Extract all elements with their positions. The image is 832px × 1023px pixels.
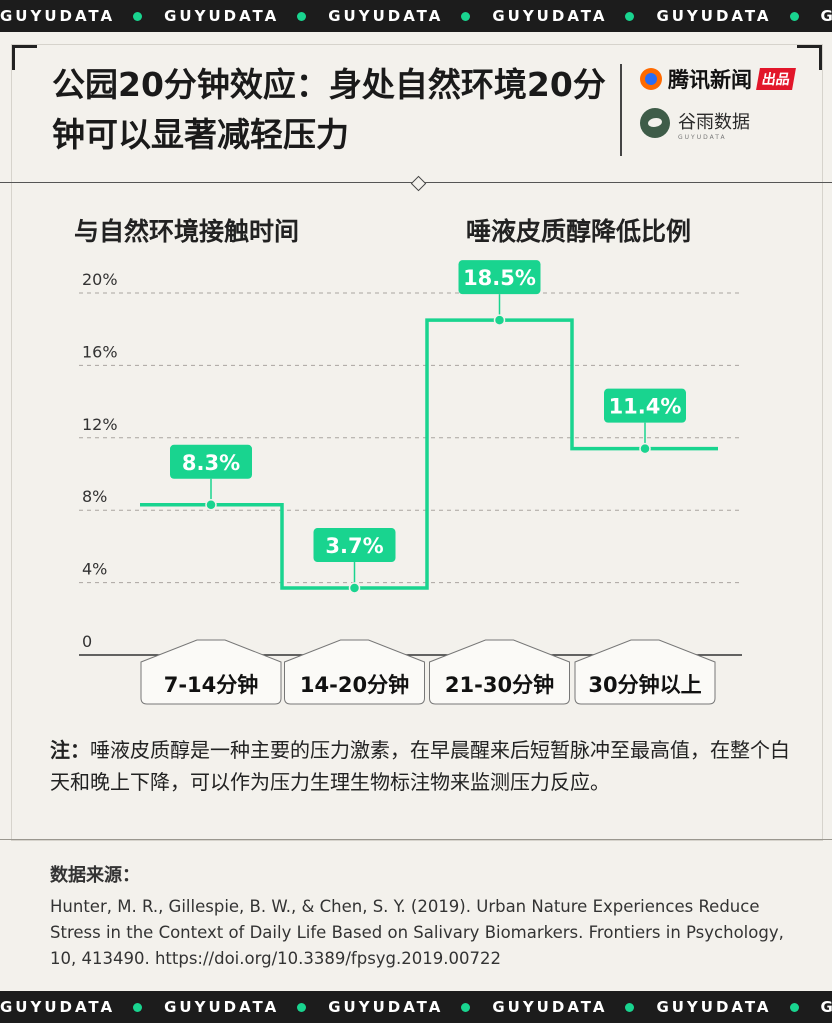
y-tick-label: 20%: [82, 270, 118, 289]
banner-dot-icon: [133, 11, 143, 21]
y-tick-label: 8%: [82, 487, 107, 506]
y-tick-label: 16%: [82, 342, 118, 361]
series-line: [140, 318, 718, 590]
banner-text: GUYUDATA: [164, 7, 280, 25]
source-divider: [0, 839, 832, 840]
step-chart: 0 4% 8% 12% 16% 20% 7-14分钟 14-20分钟 21-30分钟 30分钟以上…: [79, 260, 742, 705]
data-label: 8.3%: [182, 451, 240, 475]
x-tick-label: 21-30分钟: [445, 673, 554, 697]
banner-text: GUYUDATA: [820, 998, 832, 1016]
guyu-data-sublabel: GUYUDATA: [678, 134, 727, 141]
data-label-box: [313, 528, 396, 563]
y-tick-label: 12%: [82, 415, 118, 434]
banner-dot-icon: [789, 11, 799, 21]
source-text: Hunter, M. R., Gillespie, B. W., & Chen,…: [50, 897, 784, 968]
title-frame: [11, 44, 823, 841]
y-tick-label: 0: [82, 632, 92, 651]
y-tick-label: 4%: [82, 560, 107, 579]
data-point: [348, 582, 361, 594]
data-label: 18.5%: [463, 266, 536, 290]
bird-icon: [640, 108, 670, 138]
category-tab: [284, 639, 425, 705]
data-label: 11.4%: [609, 395, 682, 419]
page-title: 公园20分钟效应：身处自然环境20分钟可以显著减轻压力: [52, 65, 606, 154]
banner-text: GUYUDATA: [328, 7, 444, 25]
x-tick-label: 14-20分钟: [300, 673, 409, 697]
x-tick-label: 30分钟以上: [588, 673, 701, 697]
data-label-box: [604, 388, 686, 423]
banner-text: GUYUDATA: [656, 998, 772, 1016]
data-point: [639, 442, 651, 455]
banner-dot-icon: [625, 11, 635, 21]
banner-text: GUYUDATA: [656, 7, 772, 25]
banner-text: GUYUDATA: [492, 998, 608, 1016]
data-label-box: [170, 444, 252, 479]
banner-text: GUYUDATA: [328, 998, 444, 1016]
banner-text: GUYUDATA: [0, 7, 116, 25]
infographic-card: 公园20分钟效应：身处自然环境20分钟可以显著减轻压力 腾讯新闻 出品 谷雨数据…: [0, 32, 832, 991]
guyu-data-label: 谷雨数据: [678, 112, 750, 133]
banner-dot-icon: [789, 1002, 799, 1012]
banner-dot-icon: [297, 1002, 307, 1012]
banner-dot-icon: [461, 1002, 471, 1012]
tencent-news-label: 腾讯新闻: [668, 68, 752, 92]
data-point: [205, 499, 217, 511]
banner-dot-icon: [297, 11, 307, 21]
category-tab: [429, 639, 570, 705]
top-banner: GUYUDATA GUYUDATA GUYUDATA GUYUDATA GUYUDATA…: [0, 0, 832, 32]
note-paragraph: 注：唾液皮质醇是一种主要的压力激素，在早晨醒来后短暂脉冲至最高值，在整个白天和晚…: [50, 734, 800, 798]
banner-text: GUYUDATA: [820, 7, 832, 25]
x-axis-heading: 与自然环境接触时间: [74, 217, 300, 246]
banner-dot-icon: [461, 11, 471, 21]
banner-dot-icon: [133, 1002, 143, 1012]
data-label-box: [458, 260, 541, 295]
corner-mark: [797, 45, 822, 70]
banner-text: GUYUDATA: [164, 998, 280, 1016]
source-title: 数据来源：: [50, 865, 140, 886]
tencent-news-logo: 腾讯新闻 出品: [640, 64, 796, 94]
tencent-bell-icon: [640, 68, 662, 90]
category-tab: [574, 639, 716, 705]
header-separator: [620, 64, 622, 156]
banner-dot-icon: [625, 1002, 635, 1012]
bottom-banner: GUYUDATA GUYUDATA GUYUDATA GUYUDATA GUYUDATA…: [0, 991, 832, 1023]
corner-mark: [12, 45, 37, 70]
note-label: 注：: [50, 738, 90, 762]
note-text: 唾液皮质醇是一种主要的压力激素，在早晨醒来后短暂脉冲至最高值，在整个白天和晚上下…: [50, 738, 790, 794]
data-label: 3.7%: [325, 534, 383, 558]
banner-text: GUYUDATA: [0, 998, 116, 1016]
x-tick-label: 7-14分钟: [164, 673, 259, 697]
category-tab: [140, 639, 282, 705]
y-axis-heading: 唾液皮质醇降低比例: [466, 217, 692, 246]
guyu-data-logo: 谷雨数据 GUYUDATA: [640, 108, 750, 141]
banner-text: GUYUDATA: [492, 7, 608, 25]
data-point: [493, 314, 506, 326]
